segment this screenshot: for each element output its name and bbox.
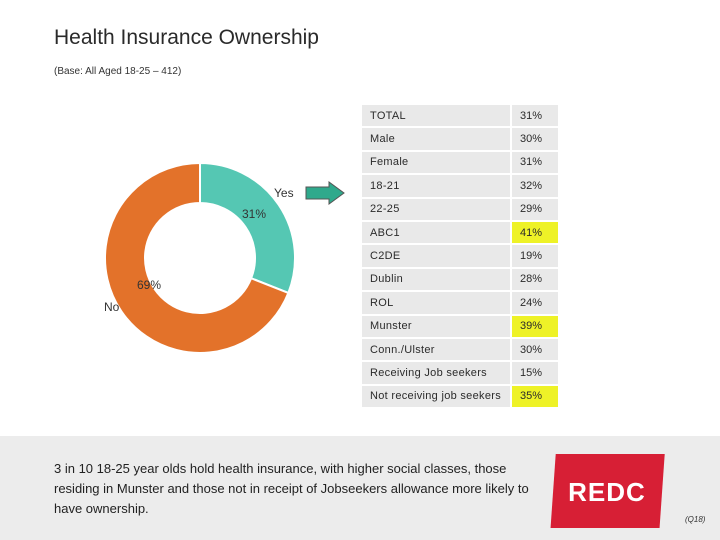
summary-text: 3 in 10 18-25 year olds hold health insu…	[54, 461, 529, 516]
segment-label: TOTAL	[362, 105, 510, 129]
table-row: TOTAL 31%	[362, 105, 558, 129]
segment-label: ROL	[362, 291, 510, 316]
segment-label: Dublin	[362, 267, 510, 293]
table-row: Not receiving job seekers 35%	[362, 384, 558, 410]
arrow-right-icon	[305, 181, 345, 205]
table-row: ABC1 41%	[362, 220, 558, 246]
segment-value: 29%	[512, 197, 558, 222]
segment-value: 30%	[512, 127, 558, 152]
table-row: C2DE 19%	[362, 244, 558, 269]
segment-value: 30%	[512, 337, 558, 363]
segment-value: 41%	[512, 220, 558, 246]
segment-value: 15%	[512, 361, 558, 386]
segment-value: 32%	[512, 174, 558, 199]
cell-gap	[510, 150, 512, 176]
cell-gap	[510, 361, 512, 386]
base-note: (Base: All Aged 18-25 – 412)	[54, 66, 182, 77]
cell-gap	[510, 291, 512, 316]
segment-value: 31%	[512, 105, 558, 129]
segment-label: Munster	[362, 314, 510, 339]
table-row: 18-21 32%	[362, 174, 558, 199]
breakdown-table: TOTAL 31% Male 30% Female 31% 18-21 32% 22-25 29%…	[362, 105, 558, 410]
data-label-yes: 31%	[242, 207, 267, 221]
segment-label: Not receiving job seekers	[362, 384, 510, 410]
redc-logo: REDC	[550, 454, 665, 528]
donut-slice-no	[104, 161, 290, 354]
legend-label-yes: Yes	[274, 186, 294, 200]
segment-label: 18-21	[362, 174, 510, 199]
segment-label: Female	[362, 150, 510, 176]
cell-gap	[510, 105, 512, 129]
table-row: Munster 39%	[362, 314, 558, 339]
table-row: ROL 24%	[362, 291, 558, 316]
cell-gap	[510, 384, 512, 410]
segment-value: 24%	[512, 291, 558, 316]
page-reference: (Q18)	[685, 515, 706, 524]
cell-gap	[510, 267, 512, 293]
segment-value: 19%	[512, 244, 558, 269]
footer-band: 3 in 10 18-25 year olds hold health insu…	[0, 436, 720, 540]
legend-label-no: No	[104, 300, 120, 314]
cell-gap	[510, 244, 512, 269]
donut-slice-yes	[199, 161, 296, 295]
page-title: Health Insurance Ownership	[54, 26, 319, 49]
segment-value: 35%	[512, 384, 558, 410]
table-row: Male 30%	[362, 127, 558, 152]
segment-label: ABC1	[362, 220, 510, 246]
cell-gap	[510, 174, 512, 199]
cell-gap	[510, 314, 512, 339]
cell-gap	[510, 127, 512, 152]
segment-value: 28%	[512, 267, 558, 293]
table-row: Dublin 28%	[362, 267, 558, 293]
cell-gap	[510, 337, 512, 363]
table-row: Female 31%	[362, 150, 558, 176]
logo-text: REDC	[568, 477, 646, 507]
donut-chart	[104, 161, 296, 354]
table-row: Conn./Ulster 30%	[362, 337, 558, 363]
segment-label: Receiving Job seekers	[362, 361, 510, 386]
segment-label: Male	[362, 127, 510, 152]
table-row: 22-25 29%	[362, 197, 558, 222]
cell-gap	[510, 220, 512, 246]
segment-label: 22-25	[362, 197, 510, 222]
table-row: Receiving Job seekers 15%	[362, 361, 558, 386]
segment-label: Conn./Ulster	[362, 337, 510, 363]
segment-value: 39%	[512, 314, 558, 339]
segment-value: 31%	[512, 150, 558, 176]
data-label-no: 69%	[137, 278, 162, 292]
cell-gap	[510, 197, 512, 222]
segment-label: C2DE	[362, 244, 510, 269]
